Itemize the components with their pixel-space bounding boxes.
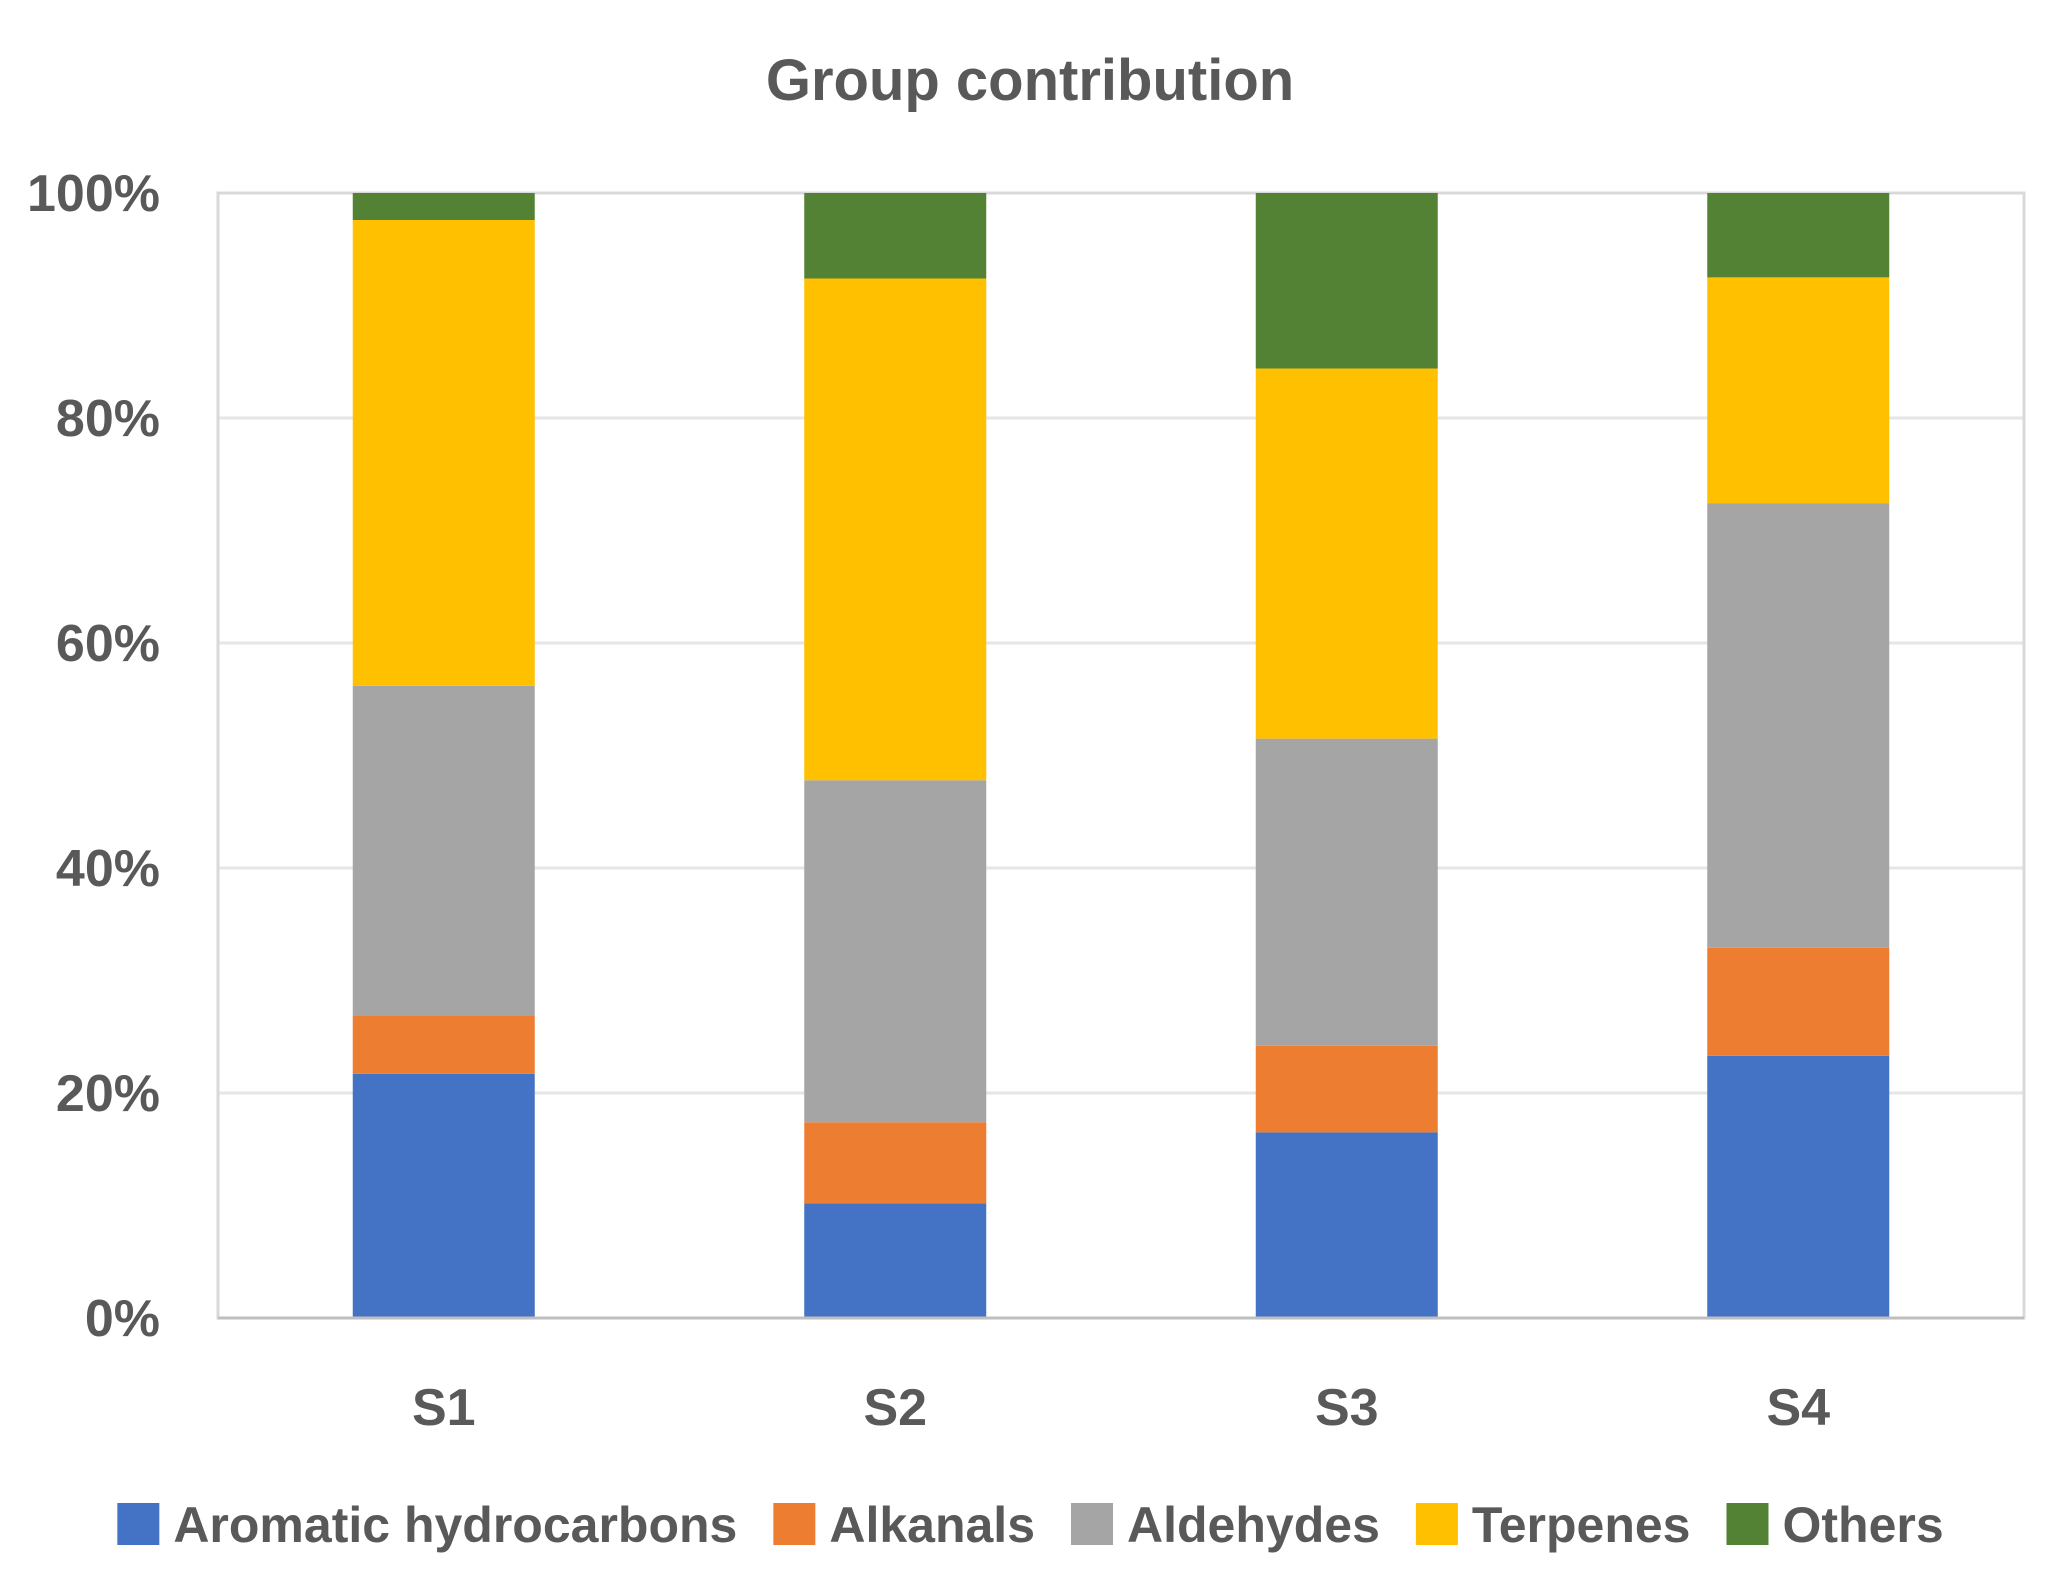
y-tick-label: 80%: [56, 390, 160, 448]
bar-segment-s1-aromatic-hydrocarbons: [352, 1073, 535, 1318]
bar-segment-s1-alkanals: [352, 1015, 535, 1074]
chart-title: Group contribution: [766, 48, 1294, 113]
bar-segment-s3-others: [1255, 193, 1438, 369]
legend-item: Alkanals: [773, 1497, 1035, 1553]
legend-item: Terpenes: [1415, 1497, 1691, 1553]
bar-segment-s3-terpenes: [1255, 368, 1438, 739]
legend-swatch: [1415, 1503, 1458, 1545]
legend: Aromatic hydrocarbons Alkanals Aldehydes Te…: [117, 1497, 1944, 1553]
y-tick-label: 0%: [85, 1290, 160, 1348]
bars: [352, 193, 1890, 1318]
bar-segment-s2-others: [804, 193, 987, 279]
bar-segment-s3-aromatic-hydrocarbons: [1255, 1132, 1438, 1318]
legend-item: Aromatic hydrocarbons: [117, 1497, 737, 1553]
y-tick-label: 60%: [56, 615, 160, 673]
bar-segment-s4-aldehydes: [1707, 503, 1890, 948]
legend-label: Terpenes: [1472, 1497, 1691, 1553]
bar-segment-s1-aldehydes: [352, 685, 535, 1016]
bar-segment-s4-terpenes: [1707, 277, 1890, 504]
bar-segment-s1-terpenes: [352, 220, 535, 686]
x-tick-label: S4: [1766, 1379, 1830, 1437]
bar-segment-s2-terpenes: [804, 278, 987, 781]
bar-segment-s4-aromatic-hydrocarbons: [1707, 1055, 1890, 1318]
bar-segment-s1-others: [352, 193, 535, 220]
bar-segment-s3-aldehydes: [1255, 738, 1438, 1046]
y-tick-label: 40%: [56, 840, 160, 898]
legend-item: Aldehydes: [1071, 1497, 1380, 1553]
x-tick-label: S3: [1315, 1379, 1379, 1437]
legend-label: Aromatic hydrocarbons: [173, 1497, 737, 1553]
bar-segment-s4-alkanals: [1707, 947, 1890, 1056]
bar-segment-s2-aromatic-hydrocarbons: [804, 1203, 987, 1318]
legend-label: Others: [1782, 1497, 1943, 1553]
x-axis-categories: S1 S2 S3 S4: [412, 1379, 1830, 1437]
y-axis-ticks: 0% 20% 40% 60% 80% 100%: [27, 165, 160, 1348]
legend-swatch: [117, 1503, 160, 1545]
legend-label: Alkanals: [829, 1497, 1035, 1553]
x-tick-label: S2: [863, 1379, 927, 1437]
legend-swatch: [1726, 1503, 1769, 1545]
y-tick-label: 20%: [56, 1065, 160, 1123]
legend-item: Others: [1726, 1497, 1944, 1553]
bar-segment-s2-aldehydes: [804, 780, 987, 1123]
x-tick-label: S1: [412, 1379, 476, 1437]
legend-swatch: [773, 1503, 816, 1545]
bar-segment-s2-alkanals: [804, 1122, 987, 1204]
bar-segment-s3-alkanals: [1255, 1045, 1438, 1133]
legend-label: Aldehydes: [1127, 1497, 1380, 1553]
bar-segment-s4-others: [1707, 193, 1890, 278]
y-tick-label: 100%: [27, 165, 160, 223]
legend-swatch: [1071, 1503, 1114, 1545]
